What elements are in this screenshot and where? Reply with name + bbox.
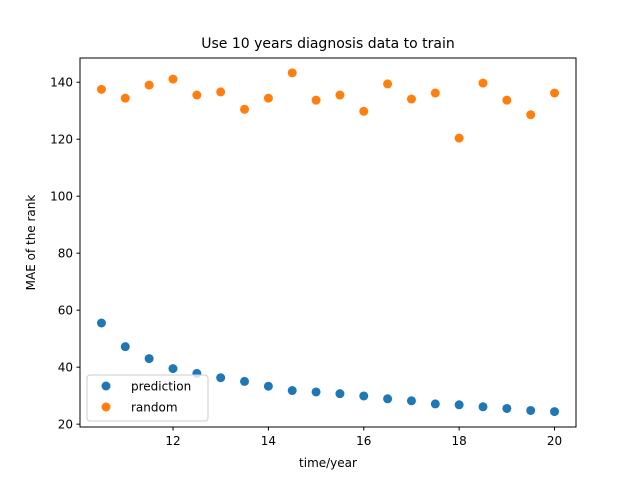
y-tick-label: 60 [58, 304, 73, 318]
point-random [478, 78, 488, 88]
point-random [550, 88, 560, 98]
x-tick-label: 14 [261, 434, 276, 448]
y-tick-label: 140 [50, 76, 73, 90]
point-prediction [263, 381, 273, 391]
point-random [144, 80, 154, 90]
point-random [192, 90, 202, 100]
point-random [120, 93, 130, 103]
point-random [526, 110, 536, 120]
point-random [311, 95, 321, 105]
point-prediction [478, 402, 488, 412]
point-random [502, 95, 512, 105]
point-random [430, 88, 440, 98]
y-tick-label: 120 [50, 133, 73, 147]
point-random [240, 104, 250, 114]
point-prediction [240, 376, 250, 386]
legend-marker-random [101, 402, 111, 412]
point-prediction [430, 399, 440, 409]
point-prediction [550, 407, 560, 417]
x-axis-ticks: 12 14 16 18 20 [165, 427, 562, 448]
point-prediction [359, 391, 369, 401]
point-prediction [526, 405, 536, 415]
plot-area-frame [79, 57, 577, 428]
point-random [96, 84, 106, 94]
y-tick-label: 80 [58, 247, 73, 261]
x-axis-label: time/year [299, 456, 357, 470]
y-tick-label: 40 [58, 361, 73, 375]
data-points [96, 68, 560, 417]
x-tick-label: 20 [547, 434, 562, 448]
point-prediction [144, 354, 154, 364]
point-random [454, 133, 464, 143]
legend: prediction random [86, 374, 209, 422]
y-axis-ticks: 20 40 60 80 100 120 140 [50, 76, 80, 432]
point-random [383, 79, 393, 89]
point-prediction [287, 386, 297, 396]
chart-title: Use 10 years diagnosis data to train [201, 36, 455, 52]
point-random [168, 74, 178, 84]
point-random [359, 106, 369, 116]
x-tick-label: 18 [452, 434, 467, 448]
point-prediction [216, 373, 226, 383]
point-prediction [311, 387, 321, 397]
legend-label-random: random [131, 401, 178, 415]
point-random [263, 93, 273, 103]
point-prediction [335, 389, 345, 399]
point-random [406, 94, 416, 104]
legend-marker-prediction [101, 381, 111, 391]
point-random [216, 87, 226, 97]
legend-frame [86, 374, 209, 422]
point-prediction [502, 403, 512, 413]
legend-label-prediction: prediction [131, 380, 191, 394]
x-tick-label: 12 [165, 434, 180, 448]
point-prediction [120, 342, 130, 352]
point-random [335, 90, 345, 100]
point-prediction [454, 400, 464, 410]
point-prediction [383, 394, 393, 404]
y-tick-label: 20 [58, 418, 73, 432]
point-prediction [168, 364, 178, 374]
y-tick-label: 100 [50, 190, 73, 204]
x-tick-label: 16 [356, 434, 371, 448]
point-random [287, 68, 297, 78]
point-prediction [406, 396, 416, 406]
y-axis-label: MAE of the rank [24, 195, 38, 291]
point-prediction [96, 318, 106, 328]
